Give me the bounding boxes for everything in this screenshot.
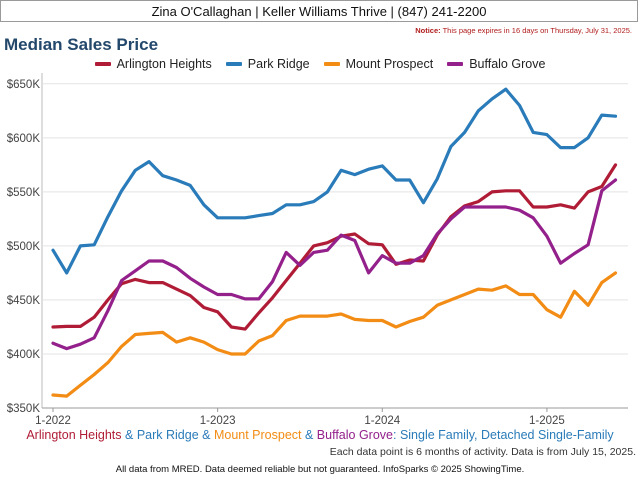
- subtitle-part: &: [301, 428, 317, 442]
- legend-item-mount-prospect: Mount Prospect: [323, 57, 434, 71]
- subtitle-part: &: [121, 428, 137, 442]
- legend-swatch: [94, 62, 111, 66]
- chart-title: Median Sales Price: [4, 35, 159, 54]
- legend-label: Buffalo Grove: [469, 57, 546, 71]
- legend-label: Mount Prospect: [345, 57, 434, 71]
- agent-contact-line: Zina O'Callaghan | Keller Williams Thriv…: [151, 4, 487, 19]
- y-tick-label: $450K: [7, 295, 41, 307]
- x-tick-label: 1-2023: [200, 415, 236, 427]
- notice-label: Notice:: [415, 26, 441, 35]
- subtitle-part: Park Ridge: [136, 428, 199, 442]
- legend-item-park-ridge: Park Ridge: [225, 57, 310, 71]
- subtitle-part: : Single Family, Detached Single-Family: [393, 428, 614, 442]
- series-line-buffalo-grove: [51, 178, 618, 351]
- y-tick-label: $650K: [7, 79, 41, 91]
- y-tick-label: $500K: [7, 241, 41, 253]
- y-tick-label: $400K: [7, 349, 41, 361]
- legend-swatch: [447, 62, 464, 66]
- subtitle-part: &: [198, 428, 214, 442]
- agent-header: Zina O'Callaghan | Keller Williams Thriv…: [0, 0, 638, 22]
- subtitle-part: Buffalo Grove: [316, 428, 393, 442]
- legend-label: Arlington Heights: [116, 57, 212, 71]
- subtitle-part: Arlington Heights: [26, 428, 122, 442]
- series-line-park-ridge: [51, 87, 618, 275]
- x-tick-label: 1-2022: [35, 415, 71, 427]
- chart-legend: Arlington Heights Park Ridge Mount Prospec…: [0, 57, 640, 71]
- legend-item-buffalo-grove: Buffalo Grove: [447, 57, 545, 71]
- legend-swatch: [225, 62, 242, 66]
- series-line-mount-prospect: [51, 271, 618, 398]
- series-line-arlington-heights: [51, 163, 618, 331]
- notice-text: This page expires in 16 days on Thursday…: [440, 26, 632, 35]
- legend-item-arlington-heights: Arlington Heights: [94, 57, 212, 71]
- x-tick-label: 1-2025: [529, 415, 565, 427]
- y-tick-label: $600K: [7, 133, 41, 145]
- chart-subtitle: Arlington Heights & Park Ridge & Mount P…: [0, 428, 640, 442]
- subtitle-part: Mount Prospect: [213, 428, 302, 442]
- footer-disclaimer: All data from MRED. Data deemed reliable…: [115, 464, 525, 475]
- x-tick-label: 1-2024: [364, 415, 400, 427]
- data-period-note: Each data point is 6 months of activity.…: [329, 446, 636, 458]
- legend-label: Park Ridge: [247, 57, 310, 71]
- expiration-notice: Notice: This page expires in 16 days on …: [415, 26, 632, 35]
- y-tick-label: $550K: [7, 187, 41, 199]
- y-tick-label: $350K: [7, 403, 41, 415]
- legend-swatch: [323, 62, 340, 66]
